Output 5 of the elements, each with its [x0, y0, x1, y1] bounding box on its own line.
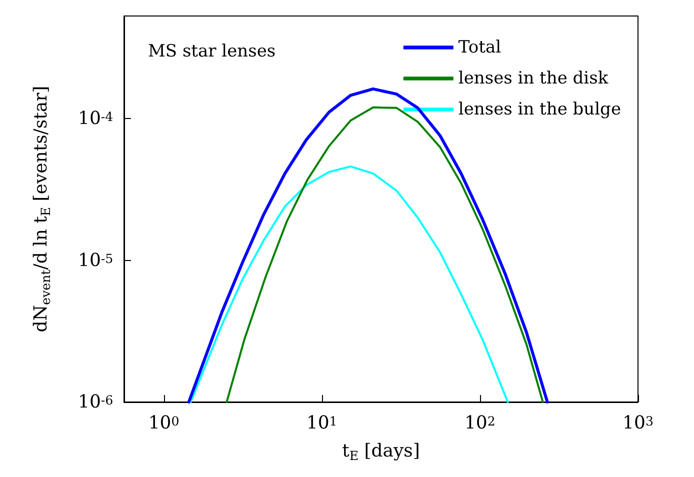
annotation: MS star lenses [148, 42, 276, 62]
legend-label: lenses in the bulge [458, 100, 622, 120]
legend-label: Total [458, 38, 502, 58]
legend-label: lenses in the disk [458, 68, 609, 88]
y-axis-title: dNevent/d ln tE [events/star] [30, 86, 53, 332]
